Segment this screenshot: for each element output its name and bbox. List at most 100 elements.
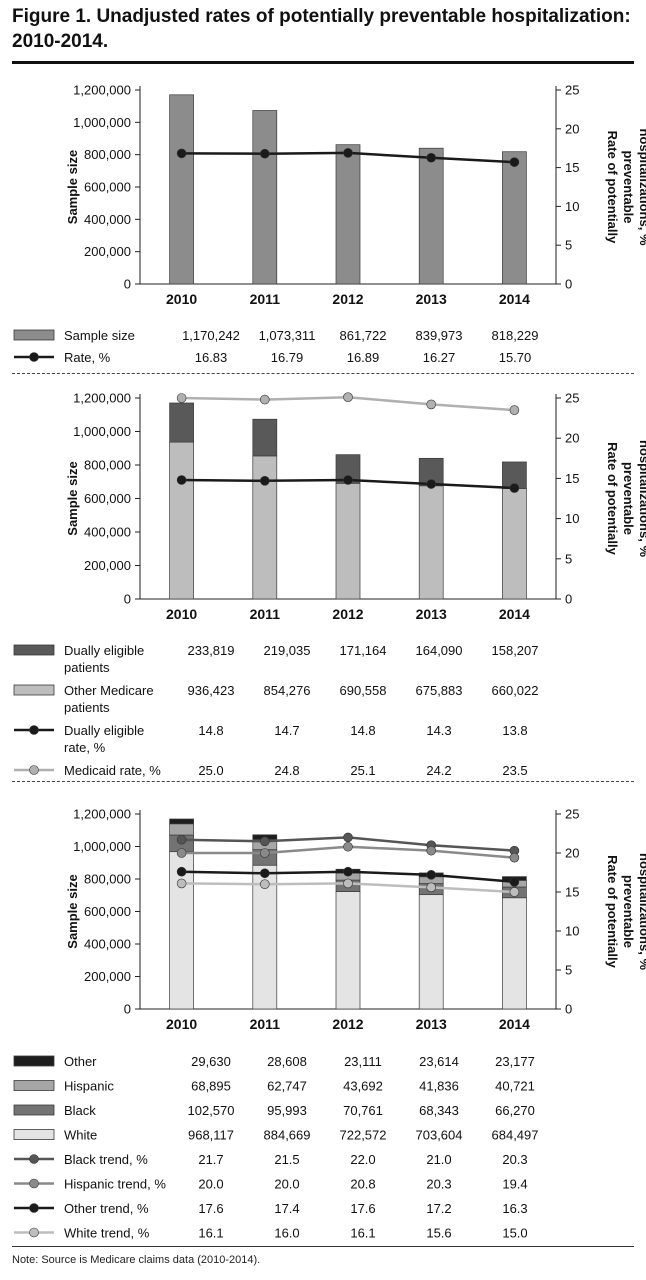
- data-label: 21.0: [426, 1152, 451, 1167]
- point-medicaid-rate: [509, 405, 520, 415]
- point-black-trend: [176, 834, 187, 845]
- data-label: 41,836: [419, 1079, 459, 1094]
- data-label: 219,035: [264, 643, 311, 658]
- left-tick-label: 200,000: [84, 969, 131, 984]
- bar-other-medicare-patients: [502, 488, 527, 600]
- legend-label: Hispanic trend, %: [64, 1177, 166, 1192]
- legend-label: Sample size: [64, 328, 135, 343]
- point-dually-eligible-rate: [176, 475, 187, 485]
- data-label: 690,558: [340, 683, 387, 698]
- legend-marker-dually-eligible-rate: [29, 725, 39, 735]
- data-label: 70,761: [343, 1103, 383, 1118]
- data-label: 171,164: [340, 643, 387, 658]
- left-tick-label: 600,000: [84, 180, 131, 195]
- data-label: 703,604: [416, 1128, 463, 1143]
- legend-label: White: [64, 1128, 97, 1143]
- data-label: 684,497: [492, 1128, 539, 1143]
- data-label: 23,111: [344, 1054, 382, 1069]
- left-tick-label: 200,000: [84, 244, 131, 259]
- legend-label: Dually eligible: [64, 643, 144, 658]
- bar-other-medicare-patients: [418, 485, 444, 600]
- panel-race-ethnicity: 0 200,000 400,000 600,000 800,000 1,000,000 1,…: [13, 807, 646, 1241]
- point-hispanic-trend: [509, 852, 520, 863]
- x-tick-label: 2014: [499, 606, 530, 622]
- x-tick-label: 2012: [332, 291, 363, 307]
- bar-sample-size: [252, 110, 278, 285]
- right-tick-label: 10: [565, 199, 579, 214]
- legend-marker-medicaid-rate: [29, 765, 39, 775]
- bar-dually-eligible-patients: [169, 402, 194, 443]
- data-label: 818,229: [492, 328, 539, 343]
- y2-axis-label: Rate of potentially: [605, 855, 620, 968]
- data-label: 23.5: [502, 763, 527, 778]
- legend-label: Black trend, %: [64, 1152, 148, 1167]
- data-label: 19.4: [502, 1177, 527, 1192]
- right-tick-label: 0: [565, 1002, 572, 1017]
- right-tick-label: 10: [565, 924, 579, 939]
- left-tick-label: 600,000: [84, 491, 131, 506]
- data-label: 16.83: [195, 350, 228, 365]
- data-label: 16.1: [198, 1226, 223, 1241]
- right-tick-label: 0: [565, 277, 572, 292]
- legend-label: Medicaid rate, %: [64, 763, 161, 778]
- point-white-trend: [426, 882, 437, 893]
- x-tick-label: 2011: [250, 606, 281, 622]
- y-axis-label: Sample size: [65, 461, 80, 535]
- data-label: 16.89: [347, 350, 380, 365]
- x-tick-label: 2014: [499, 1016, 530, 1032]
- point-white-trend: [259, 879, 270, 889]
- left-tick-label: 800,000: [84, 458, 131, 473]
- data-label: 854,276: [264, 683, 311, 698]
- point-black-trend: [343, 832, 353, 843]
- point-hispanic-trend: [426, 845, 437, 856]
- left-tick-label: 1,200,000: [73, 391, 131, 406]
- y2-axis-label: preventable: [621, 151, 636, 224]
- bar-sample-size: [169, 94, 194, 285]
- legend-marker-rate: [29, 352, 39, 362]
- data-label: 17.4: [274, 1201, 299, 1216]
- x-tick-label: 2011: [250, 1016, 281, 1032]
- data-label: 23,177: [495, 1054, 535, 1069]
- panel-separator: [12, 781, 634, 782]
- x-tick-label: 2014: [499, 291, 530, 307]
- x-tick-label: 2013: [416, 1016, 447, 1032]
- x-tick-label: 2011: [250, 291, 281, 307]
- point-dually-eligible-rate: [509, 483, 520, 493]
- bar-sample-size: [502, 151, 527, 285]
- data-label: 20.0: [274, 1177, 299, 1192]
- bar-white: [335, 891, 361, 1010]
- y2-axis-label: preventable: [621, 875, 636, 948]
- bar-other-medicare-patients: [169, 441, 194, 600]
- legend-label: patients: [64, 700, 110, 715]
- legend-marker-black-trend: [29, 1154, 39, 1164]
- legend-label: Other Medicare: [64, 683, 154, 698]
- data-label: 23,614: [419, 1054, 459, 1069]
- bar-sample-size: [418, 147, 444, 285]
- data-label: 28,608: [267, 1054, 307, 1069]
- point-dually-eligible-rate: [259, 476, 270, 486]
- title-rule: [12, 61, 634, 64]
- data-label: 15.0: [502, 1226, 527, 1241]
- data-label: 16.1: [350, 1226, 375, 1241]
- x-tick-label: 2010: [166, 291, 197, 307]
- data-label: 17.6: [198, 1201, 223, 1216]
- data-label: 62,747: [267, 1079, 307, 1094]
- y2-axis-label: hospitalizations, %: [637, 128, 646, 245]
- legend-swatch-other: [13, 1055, 55, 1067]
- data-label: 24.2: [426, 763, 451, 778]
- data-label: 233,819: [188, 643, 235, 658]
- left-tick-label: 200,000: [84, 558, 131, 573]
- data-label: 25.1: [350, 763, 375, 778]
- x-tick-label: 2010: [166, 1016, 197, 1032]
- data-label: 158,207: [492, 643, 539, 658]
- legend-label: patients: [64, 660, 110, 675]
- right-tick-label: 25: [565, 391, 579, 406]
- data-label: 68,895: [191, 1079, 231, 1094]
- data-label: 14.7: [274, 723, 299, 738]
- legend-label: Dually eligible: [64, 723, 144, 738]
- point-other-trend: [426, 870, 437, 880]
- legend-marker-hispanic-trend: [29, 1178, 39, 1189]
- data-label: 43,692: [343, 1079, 383, 1094]
- point-medicaid-rate: [426, 399, 437, 410]
- right-tick-label: 10: [565, 511, 579, 526]
